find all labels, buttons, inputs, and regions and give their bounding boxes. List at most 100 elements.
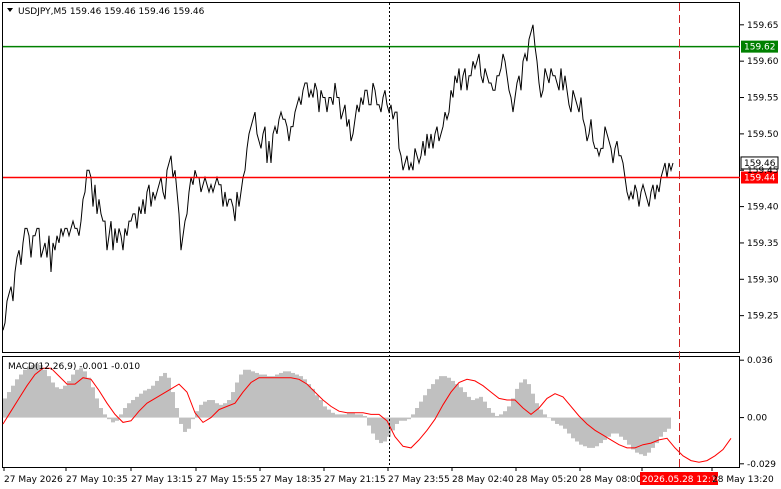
macd-histogram-bar <box>119 414 123 418</box>
macd-histogram-bar <box>71 374 75 418</box>
time-axis: 27 May 2026 27 May 10:35 27 May 13:15 27 Ma… <box>3 467 774 485</box>
macd-histogram-bar <box>223 403 227 418</box>
macd-histogram-bar <box>423 395 427 418</box>
macd-histogram-bar <box>439 376 443 418</box>
macd-histogram-bar <box>383 417 387 442</box>
macd-histogram-bar <box>139 393 143 418</box>
macd-histogram-bar <box>615 417 619 434</box>
macd-histogram-bar <box>419 401 423 418</box>
macd-histogram-bar <box>311 388 315 418</box>
macd-histogram-bar <box>359 414 363 418</box>
macd-label: MACD(12,26,9) -0.001 -0.010 <box>8 362 140 372</box>
time-tick-label: 27 May 23:55 <box>388 475 450 485</box>
macd-histogram-bar <box>11 385 15 418</box>
time-tick-label: 28 May 05:20 <box>516 475 578 485</box>
macd-histogram-bar <box>91 387 95 418</box>
macd-histogram-bar <box>575 417 579 442</box>
macd-histogram <box>3 363 671 456</box>
price-axis: 159.65 159.60 159.55 159.50 159.45 159.40 159.… <box>740 21 779 322</box>
macd-histogram-bar <box>407 417 411 420</box>
macd-histogram-bar <box>135 396 139 418</box>
macd-histogram-bar <box>539 409 543 418</box>
time-cursor-tag <box>640 472 718 485</box>
macd-histogram-bar <box>475 398 479 418</box>
macd-histogram-bar <box>99 408 103 418</box>
macd-histogram-bar <box>35 363 39 418</box>
macd-histogram-bar <box>459 387 463 418</box>
macd-histogram-bar <box>503 411 507 418</box>
macd-tick-label: -0.029 <box>747 460 776 470</box>
macd-histogram-bar <box>415 408 419 418</box>
macd-histogram-bar <box>535 403 539 418</box>
macd-histogram-bar <box>255 372 259 418</box>
macd-histogram-bar <box>83 371 87 418</box>
macd-histogram-bar <box>667 417 671 429</box>
macd-histogram-bar <box>467 396 471 418</box>
macd-signal-line <box>2 367 732 463</box>
macd-histogram-bar <box>491 412 495 418</box>
time-tick-label: 27 May 10:35 <box>66 475 128 485</box>
macd-histogram-bar <box>243 369 247 418</box>
macd-histogram-bar <box>31 364 35 418</box>
macd-histogram-bar <box>291 372 295 418</box>
price-tick-label: 159.50 <box>747 130 779 140</box>
macd-histogram-bar <box>87 377 91 418</box>
macd-histogram-bar <box>635 417 639 453</box>
macd-histogram-bar <box>131 400 135 418</box>
macd-histogram-bar <box>547 417 551 419</box>
macd-histogram-bar <box>395 417 399 424</box>
macd-histogram-bar <box>499 414 503 418</box>
price-tick-label: 159.25 <box>747 312 779 322</box>
macd-histogram-bar <box>643 417 647 456</box>
macd-histogram-bar <box>247 369 251 418</box>
macd-histogram-bar <box>299 376 303 418</box>
macd-histogram-bar <box>115 417 119 421</box>
level-price-label: 159.44 <box>744 174 776 184</box>
price-tick-label: 159.30 <box>747 275 779 285</box>
macd-histogram-bar <box>251 371 255 418</box>
macd-histogram-bar <box>339 414 343 418</box>
macd-histogram-bar <box>663 417 667 432</box>
macd-histogram-bar <box>39 364 43 418</box>
price-tick-label: 159.45 <box>747 166 779 176</box>
macd-histogram-bar <box>399 417 403 421</box>
level-price-label: 159.62 <box>744 43 776 53</box>
macd-histogram-bar <box>363 415 367 418</box>
macd-histogram-bar <box>195 411 199 418</box>
macd-histogram-bar <box>3 398 7 418</box>
macd-histogram-bar <box>47 376 51 418</box>
macd-histogram-bar <box>199 404 203 418</box>
macd-histogram-bar <box>239 374 243 418</box>
macd-histogram-bar <box>611 417 615 434</box>
macd-histogram-bar <box>443 376 447 418</box>
macd-histogram-bar <box>259 374 263 418</box>
macd-histogram-bar <box>531 393 535 418</box>
macd-histogram-bar <box>519 382 523 418</box>
macd-histogram-bar <box>15 379 19 418</box>
level-price-tag <box>741 40 778 53</box>
macd-histogram-bar <box>143 390 147 418</box>
macd-histogram-bar <box>203 401 207 418</box>
price-tick-label: 159.60 <box>747 57 779 67</box>
macd-histogram-bar <box>343 414 347 418</box>
macd-histogram-bar <box>487 408 491 418</box>
macd-histogram-bar <box>619 417 623 437</box>
time-tick-label: 28 May 13:20 <box>712 475 774 485</box>
macd-histogram-bar <box>287 371 291 418</box>
macd-histogram-bar <box>335 414 339 418</box>
macd-histogram-bar <box>511 398 515 418</box>
macd-histogram-bar <box>107 417 111 420</box>
macd-histogram-bar <box>391 417 395 431</box>
macd-histogram-bar <box>451 380 455 418</box>
macd-histogram-bar <box>191 417 195 420</box>
macd-histogram-bar <box>303 379 307 418</box>
macd-histogram-bar <box>375 417 379 440</box>
macd-histogram-bar <box>279 372 283 418</box>
time-tick-label: 28 May 08:00 <box>580 475 642 485</box>
macd-histogram-bar <box>591 417 595 448</box>
triangle-down-icon[interactable] <box>7 8 13 12</box>
macd-histogram-bar <box>347 412 351 418</box>
macd-histogram-bar <box>623 417 627 440</box>
price-series-line <box>2 24 674 331</box>
macd-histogram-bar <box>607 417 611 437</box>
